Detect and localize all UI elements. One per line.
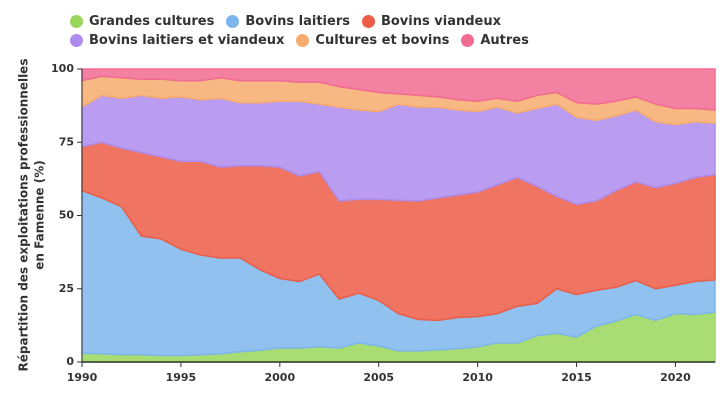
legend-marker [296, 34, 310, 47]
x-tick-label: 2010 [462, 371, 493, 384]
y-tick-label: 50 [59, 209, 75, 222]
x-tick-label: 1995 [166, 371, 197, 384]
legend-item[interactable]: Grandes cultures [70, 13, 214, 30]
area [81, 68, 716, 111]
y-tick-label: 25 [59, 282, 74, 295]
legend-marker [70, 34, 83, 47]
legend-label: Autres [480, 33, 529, 48]
y-axis-label: en Famenne (%) [33, 160, 47, 270]
y-tick-label: 100 [51, 62, 74, 75]
legend-item[interactable]: Autres [461, 32, 529, 49]
legend-label: Bovins laitiers [245, 14, 350, 29]
legend-label: Cultures et bovins [315, 33, 450, 48]
x-tick-label: 1990 [67, 371, 98, 384]
y-tick-label: 0 [66, 355, 74, 368]
legend-marker [226, 15, 240, 28]
legend-label: Bovins viandeux [380, 14, 501, 29]
x-tick-label: 2000 [265, 371, 296, 384]
y-axis-label: Répartition des exploitations profession… [17, 59, 31, 372]
legend-marker [461, 34, 475, 47]
legend-item[interactable]: Bovins laitiers et viandeux [70, 32, 284, 49]
legend-marker [70, 15, 83, 28]
x-tick-label: 2015 [561, 371, 592, 384]
y-tick-label: 75 [59, 135, 74, 148]
legend-item[interactable]: Bovins laitiers [226, 13, 350, 30]
legend-item[interactable]: Cultures et bovins [296, 32, 449, 49]
legend-label: Bovins laitiers et viandeux [89, 33, 285, 48]
x-tick-label: 2005 [363, 371, 394, 384]
legend: Grandes cultures Bovins laitiers Bovins vi… [70, 13, 710, 49]
legend-marker [361, 15, 375, 28]
x-tick-label: 2020 [660, 371, 691, 384]
legend-label: Grandes cultures [89, 14, 215, 29]
legend-item[interactable]: Bovins viandeux [361, 13, 501, 30]
